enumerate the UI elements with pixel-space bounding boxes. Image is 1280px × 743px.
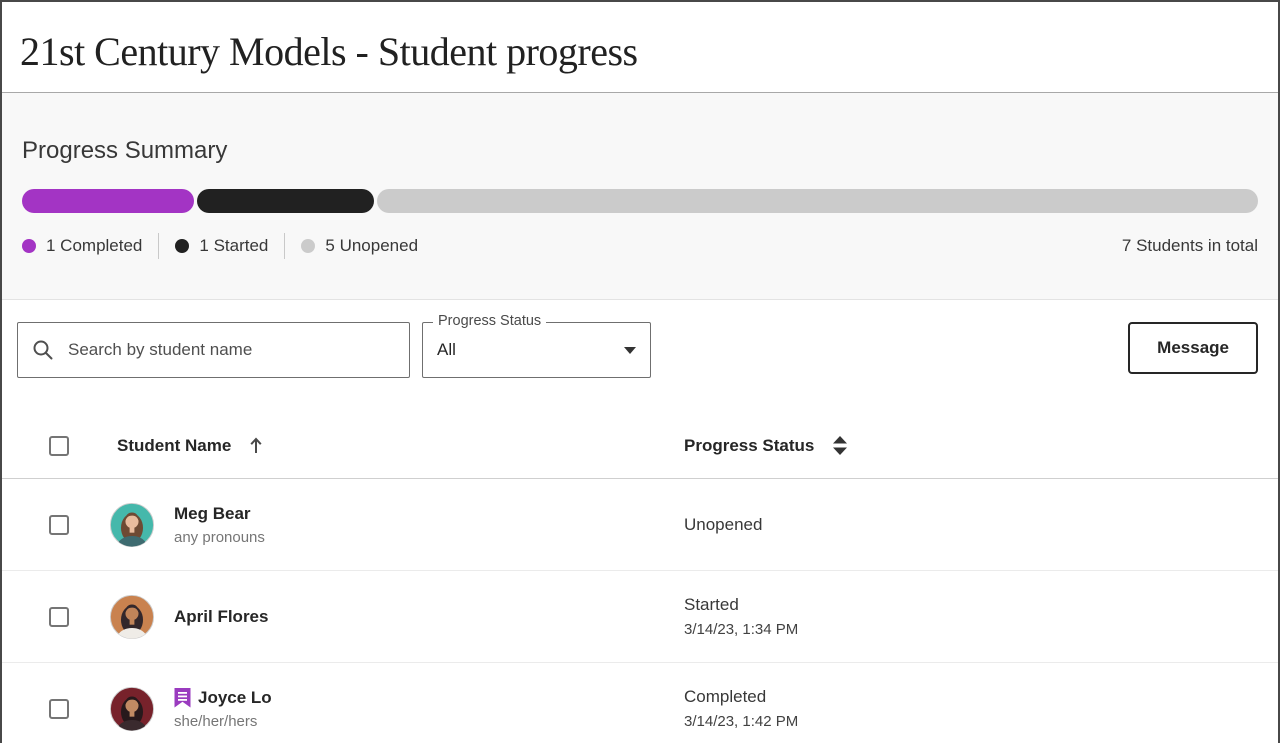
- page-title: 21st Century Models - Student progress: [20, 28, 638, 74]
- student-pronouns: any pronouns: [174, 528, 265, 546]
- progress-status-timestamp: 3/14/23, 1:34 PM: [684, 621, 799, 638]
- progress-summary-section: Progress Summary 1 Completed 1 Started 5 U…: [2, 93, 1278, 300]
- legend-divider: [158, 233, 160, 259]
- row-checkbox[interactable]: [49, 606, 69, 627]
- search-icon: [33, 340, 53, 360]
- legend-dot-icon: [301, 239, 316, 253]
- table-row: Joyce Lo she/her/hers Completed 3/14/23,…: [2, 663, 1278, 743]
- student-name-link[interactable]: Joyce Lo: [198, 687, 272, 707]
- controls-row: Progress Status All Message: [2, 300, 1278, 378]
- progress-status-value: Completed: [684, 687, 767, 706]
- students-total-label: 7 Students in total: [1121, 236, 1258, 255]
- message-button[interactable]: Message: [1128, 322, 1258, 374]
- progress-bar: [22, 189, 1258, 213]
- legend-dot-icon: [175, 239, 190, 253]
- student-progress-table: Student Name Progress Status: [2, 413, 1278, 743]
- accommodations-icon: [174, 687, 191, 708]
- student-avatar: [109, 686, 155, 732]
- select-all-checkbox[interactable]: [49, 435, 69, 456]
- legend-label: 5 Unopened: [325, 236, 419, 255]
- legend-item-unopened: 5 Unopened: [301, 236, 418, 256]
- progress-status-value: Started: [684, 595, 739, 614]
- progress-segment-completed: [22, 189, 194, 213]
- table-row: Meg Bear any pronouns Unopened: [2, 479, 1278, 571]
- legend-dot-icon: [22, 239, 36, 253]
- legend-label: 1 Started: [199, 236, 269, 255]
- student-name-link[interactable]: Meg Bear: [174, 503, 251, 523]
- progress-status-filter-label: Progress Status: [433, 313, 547, 329]
- student-search-box[interactable]: [17, 322, 410, 378]
- column-header-progress-status[interactable]: Progress Status: [684, 435, 815, 455]
- chevron-down-icon: [624, 346, 636, 354]
- row-checkbox[interactable]: [49, 514, 69, 535]
- student-pronouns: she/her/hers: [174, 712, 258, 730]
- progress-legend: 1 Completed 1 Started 5 Unopened 7 Students…: [22, 233, 1258, 259]
- legend-item-started: 1 Started: [175, 236, 268, 256]
- progress-status-value: Unopened: [684, 514, 763, 534]
- legend-item-completed: 1 Completed: [22, 236, 142, 256]
- progress-status-filter[interactable]: Progress Status All: [422, 313, 651, 378]
- table-body: Meg Bear any pronouns Unopened April Flo…: [2, 479, 1278, 743]
- progress-segment-started: [196, 189, 374, 213]
- row-checkbox[interactable]: [49, 698, 69, 719]
- sort-ascending-icon[interactable]: [249, 437, 263, 455]
- table-row: April Flores Started 3/14/23, 1:34 PM: [2, 571, 1278, 663]
- student-avatar: [109, 594, 155, 640]
- progress-status-timestamp: 3/14/23, 1:42 PM: [684, 713, 799, 730]
- search-input[interactable]: [68, 340, 395, 360]
- page-header: 21st Century Models - Student progress: [2, 2, 1278, 93]
- progress-status-filter-value: All: [437, 340, 456, 359]
- legend-label: 1 Completed: [46, 236, 143, 255]
- student-name-link[interactable]: April Flores: [174, 606, 269, 626]
- sort-both-icon[interactable]: [832, 436, 848, 455]
- column-header-student-name[interactable]: Student Name: [117, 435, 232, 455]
- progress-summary-heading: Progress Summary: [22, 137, 228, 164]
- progress-segment-unopened: [376, 189, 1258, 213]
- student-avatar: [109, 502, 155, 548]
- table-header-row: Student Name Progress Status: [2, 413, 1278, 479]
- legend-divider: [284, 233, 286, 259]
